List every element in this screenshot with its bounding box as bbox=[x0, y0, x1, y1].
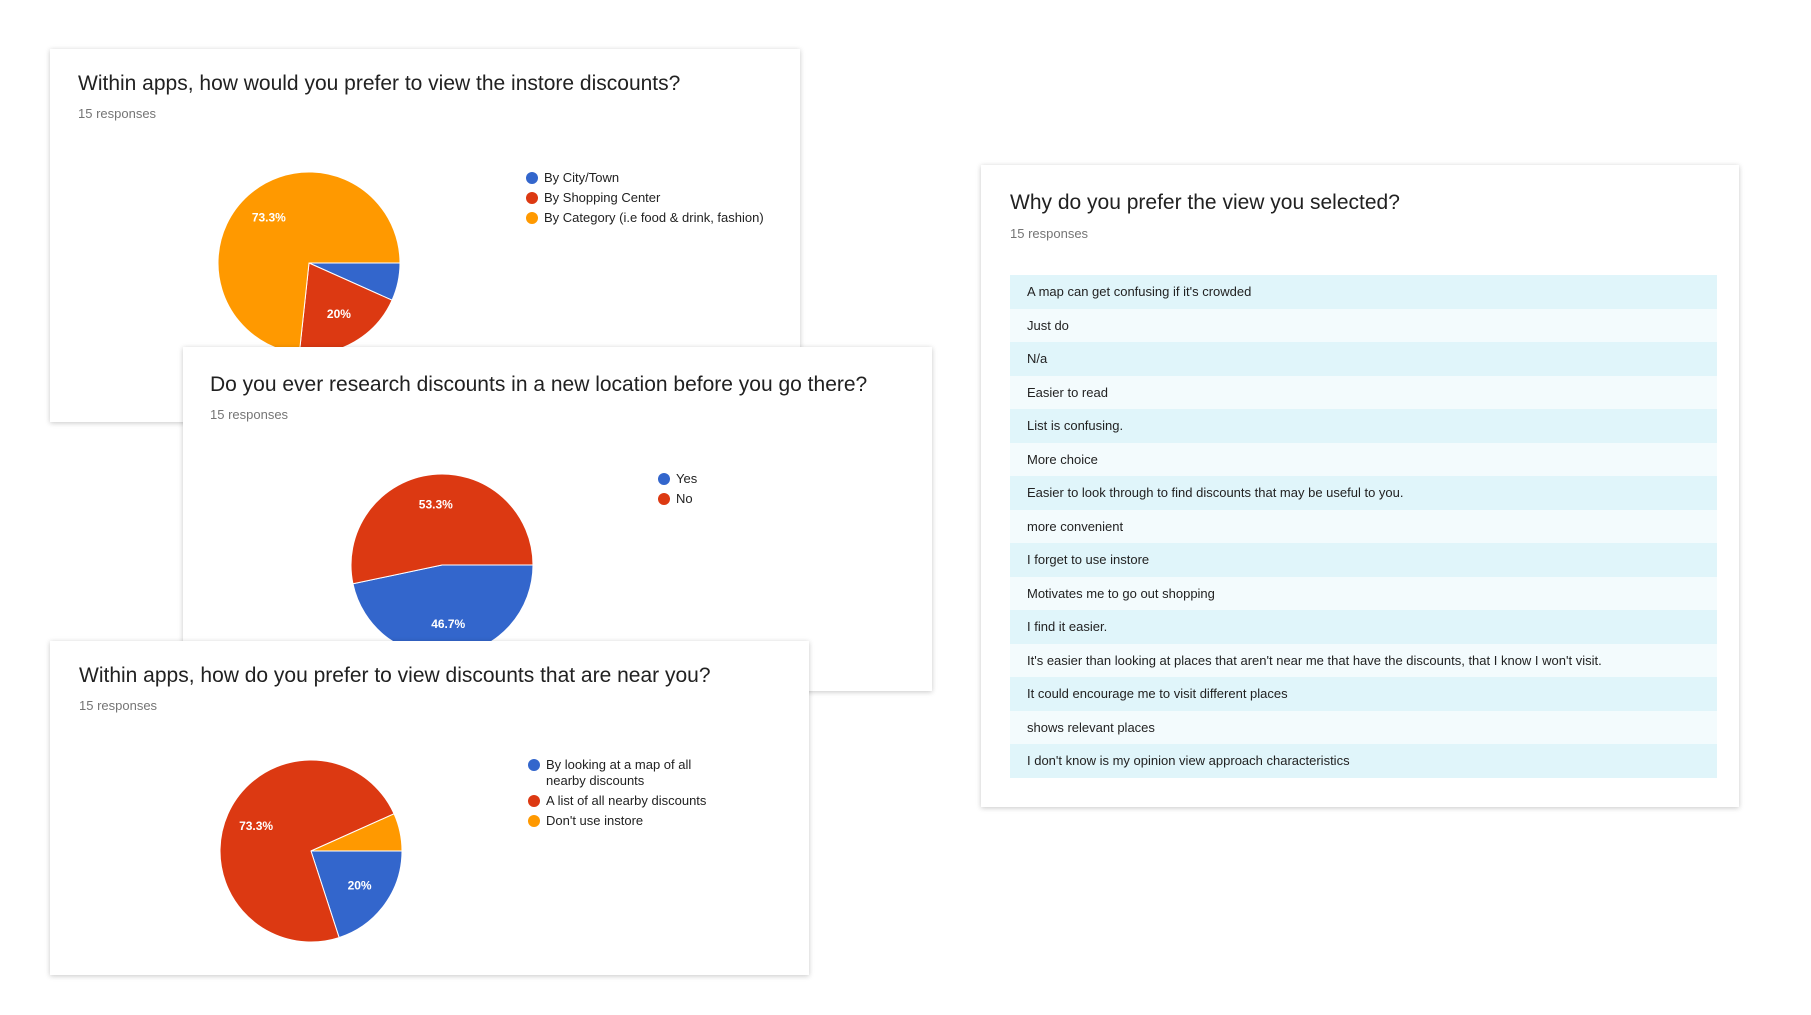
legend-entry: By City/Town bbox=[526, 170, 786, 186]
response-row: N/a bbox=[1010, 342, 1717, 376]
pie-slice bbox=[310, 813, 403, 852]
legend: Yes No bbox=[658, 471, 858, 511]
pie-slice bbox=[219, 759, 395, 943]
response-row: I don't know is my opinion view approach… bbox=[1010, 744, 1717, 778]
legend-dot bbox=[528, 759, 540, 771]
legend-label: By Category (i.e food & drink, fashion) bbox=[544, 210, 764, 225]
pie-chart: 20% 73.3% bbox=[219, 759, 403, 943]
pie-chart: 46.7% 53.3% bbox=[350, 473, 534, 657]
slice-label: 20% bbox=[327, 307, 351, 321]
legend-entry: By looking at a map of all nearby discou… bbox=[528, 757, 728, 789]
legend-label: By City/Town bbox=[544, 170, 620, 185]
pie-chart: 20% 73.3% bbox=[217, 171, 401, 355]
legend-label: By Shopping Center bbox=[544, 190, 661, 205]
legend-entry: A list of all nearby discounts bbox=[528, 793, 728, 809]
response-count: 15 responses bbox=[210, 407, 289, 422]
response-row: More choice bbox=[1010, 442, 1717, 476]
legend-entry: By Category (i.e food & drink, fashion) bbox=[526, 210, 786, 226]
slice-label: 20% bbox=[348, 878, 372, 892]
response-row: A map can get confusing if it's crowded bbox=[1010, 275, 1717, 309]
slice-label: 53.3% bbox=[419, 497, 453, 511]
legend-dot bbox=[528, 795, 540, 807]
legend: By looking at a map of all nearby discou… bbox=[528, 757, 728, 833]
response-count: 15 responses bbox=[78, 106, 157, 121]
legend-label: Don't use instore bbox=[546, 813, 644, 828]
legend: By City/Town By Shopping Center By Categor… bbox=[526, 170, 786, 230]
response-row: It could encourage me to visit different… bbox=[1010, 677, 1717, 711]
response-count: 15 responses bbox=[79, 698, 158, 713]
legend-label: By looking at a map of all nearby discou… bbox=[546, 757, 692, 788]
pie-slice bbox=[217, 171, 401, 355]
response-row: Easier to read bbox=[1010, 375, 1717, 409]
legend-dot bbox=[526, 192, 538, 204]
legend-dot bbox=[526, 172, 538, 184]
legend-entry: By Shopping Center bbox=[526, 190, 786, 206]
legend-dot bbox=[658, 493, 670, 505]
response-row: I forget to use instore bbox=[1010, 543, 1717, 577]
legend-label: No bbox=[676, 491, 693, 506]
slice-label: 73.3% bbox=[252, 210, 286, 224]
legend-label: Yes bbox=[676, 471, 698, 486]
response-row: Easier to look through to find discounts… bbox=[1010, 476, 1717, 510]
pie-slice bbox=[310, 850, 403, 939]
legend-entry: Don't use instore bbox=[528, 813, 728, 829]
response-row: It's easier than looking at places that … bbox=[1010, 643, 1717, 677]
chart-card: Within apps, how do you prefer to view d… bbox=[50, 641, 809, 975]
card-title: Why do you prefer the view you selected? bbox=[1010, 191, 1400, 214]
response-count: 15 responses bbox=[1010, 226, 1089, 241]
chart-card: Do you ever research discounts in a new … bbox=[183, 347, 932, 691]
card-title: Do you ever research discounts in a new … bbox=[210, 373, 868, 396]
slice-label: 46.7% bbox=[431, 617, 465, 631]
legend-dot bbox=[658, 473, 670, 485]
legend-entry: Yes bbox=[658, 471, 858, 487]
response-row: more convenient bbox=[1010, 509, 1717, 543]
pie-slice bbox=[350, 473, 534, 585]
card-title: Within apps, how do you prefer to view d… bbox=[79, 664, 711, 687]
legend-entry: No bbox=[658, 491, 858, 507]
legend-label: A list of all nearby discounts bbox=[546, 793, 707, 808]
response-row: List is confusing. bbox=[1010, 409, 1717, 443]
response-row: Just do bbox=[1010, 308, 1717, 342]
slice-label: 73.3% bbox=[239, 819, 273, 833]
card-title: Within apps, how would you prefer to vie… bbox=[78, 72, 681, 95]
responses-card: Why do you prefer the view you selected?… bbox=[981, 165, 1739, 807]
legend-dot bbox=[526, 212, 538, 224]
response-row: Motivates me to go out shopping bbox=[1010, 576, 1717, 610]
response-row: I find it easier. bbox=[1010, 610, 1717, 644]
response-row: shows relevant places bbox=[1010, 710, 1717, 744]
legend-dot bbox=[528, 815, 540, 827]
